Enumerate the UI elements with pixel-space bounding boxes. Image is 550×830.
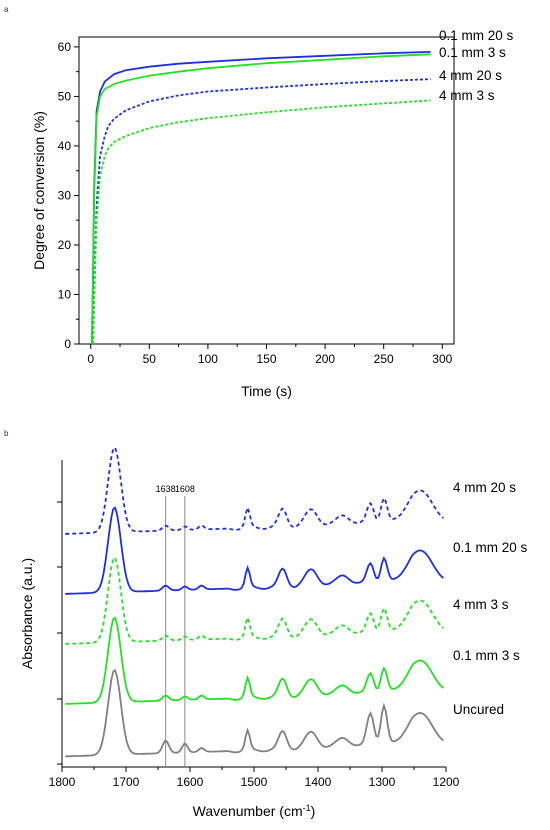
series-label-b-0-1-mm-3-s: 0.1 mm 3 s: [453, 648, 520, 663]
series-label-b-0-1-mm-20-s: 0.1 mm 20 s: [453, 540, 528, 555]
x-tick-label-b-5: 1300: [369, 775, 396, 789]
series-label-a-4-mm-20-s: 4 mm 20 s: [439, 68, 502, 83]
series-label-a-4-mm-3-s: 4 mm 3 s: [439, 88, 495, 103]
series-label-b-uncured: Uncured: [453, 702, 504, 717]
x-tick-label-b-1: 1700: [113, 775, 140, 789]
series-line-a-0-1-mm-20-s: [91, 51, 431, 345]
x-tick-label-a-4: 200: [315, 352, 335, 366]
y-tick-label-a-2: 20: [58, 238, 72, 252]
plot-frame-a: [78, 36, 455, 345]
series-label-a-0-1-mm-3-s: 0.1 mm 3 s: [439, 45, 506, 60]
y-tick-label-a-5: 50: [58, 89, 72, 103]
series-line-b-0-1-mm-3-s: [65, 616, 444, 705]
y-tick-label-a-1: 10: [58, 287, 72, 301]
x-axis-label-b-tail: ): [311, 803, 316, 819]
x-tick-label-b-2: 1600: [177, 775, 204, 789]
y-axis-label-b: Absorbance (a.u.): [19, 558, 35, 669]
y-axis-label-a: Degree of conversion (%): [31, 111, 47, 270]
series-label-b-4-mm-3-s: 4 mm 3 s: [453, 597, 509, 612]
reference-line-label-1638: 1638: [156, 484, 176, 494]
series-line-a-4-mm-3-s: [92, 99, 431, 345]
x-axis-label-a: Time (s): [241, 383, 292, 399]
x-tick-label-b-4: 1400: [305, 775, 332, 789]
chart-panel-a: 0 50 100 150 200 250 300 0 10 20 30 40 50 60 Time (s) D…: [31, 28, 514, 399]
x-axis-label-b: Wavenumber (cm-1): [193, 803, 316, 819]
x-tick-label-b-0: 1800: [49, 775, 76, 789]
series-line-b-4-mm-3-s: [65, 556, 444, 645]
panel-a-letter: a: [4, 5, 9, 14]
x-axis-label-b-superscript: -1: [303, 803, 311, 813]
x-tick-label-a-5: 250: [374, 352, 394, 366]
y-tick-label-a-6: 60: [58, 40, 72, 54]
x-tick-label-a-1: 50: [143, 352, 157, 366]
y-tick-label-a-3: 30: [58, 188, 72, 202]
reference-line-label-1608: 1608: [175, 484, 195, 494]
x-tick-label-a-0: 0: [87, 352, 94, 366]
series-line-b-0-1-mm-20-s: [65, 506, 444, 595]
y-tick-label-a-0: 0: [64, 337, 71, 351]
series-line-a-0-1-mm-3-s: [91, 53, 431, 345]
panel-b-letter: b: [4, 429, 9, 438]
chart-panel-b: 1800 1700 1600 1500 1400 1300 1200 Wavenumber (…: [19, 446, 528, 819]
x-tick-label-b-6: 1200: [433, 775, 460, 789]
y-tick-label-a-4: 40: [58, 139, 72, 153]
x-tick-label-b-3: 1500: [241, 775, 268, 789]
x-tick-label-a-3: 150: [256, 352, 276, 366]
x-tick-label-a-2: 100: [198, 352, 218, 366]
series-label-a-0-1-mm-20-s: 0.1 mm 20 s: [439, 28, 514, 43]
series-line-b-uncured: [65, 668, 444, 758]
series-line-b-4-mm-20-s: [65, 446, 444, 535]
series-label-b-4-mm-20-s: 4 mm 20 s: [453, 480, 516, 495]
x-tick-label-a-6: 300: [432, 352, 452, 366]
series-line-a-4-mm-20-s: [92, 78, 431, 345]
